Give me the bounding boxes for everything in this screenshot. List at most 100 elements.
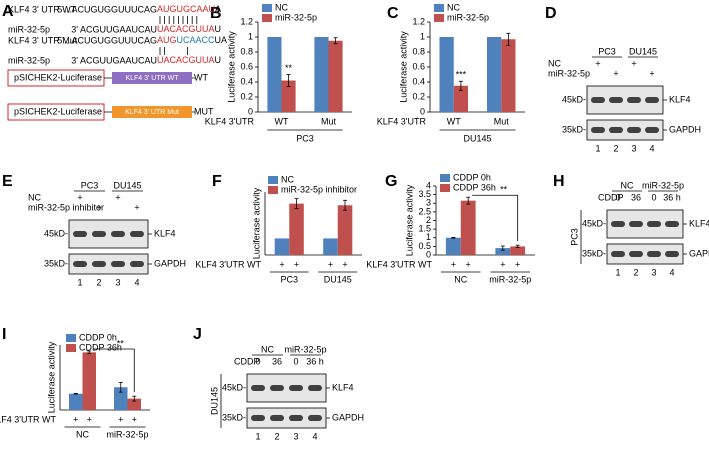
- band: [251, 415, 265, 421]
- y-tick-label: 1.2: [412, 16, 425, 26]
- y-tick-label: 0.2: [240, 91, 253, 101]
- x-tick-label: NC: [76, 429, 89, 439]
- sequence-tail: AUGUGCAAUA: [157, 4, 221, 14]
- band: [629, 251, 643, 257]
- lane-number: 1: [595, 143, 600, 153]
- side-label: DU145: [209, 387, 219, 415]
- lane-number: 3: [115, 277, 120, 287]
- legend-swatch: [434, 4, 444, 12]
- y-tick-label: 0: [426, 249, 431, 259]
- row-mark: +: [500, 259, 505, 269]
- group-label: PC3: [296, 133, 314, 143]
- bar: [314, 37, 329, 112]
- x-tick-label: Mut: [494, 116, 510, 126]
- panel-label: J: [193, 326, 202, 343]
- panel-label: B: [210, 5, 222, 22]
- group-label: DU145: [629, 46, 657, 56]
- x-tick-label: PC3: [280, 274, 298, 284]
- condition-label: miR-32-5p: [548, 68, 590, 78]
- sequence-segment: 5'...ACUGUGGUUUCAG: [57, 35, 157, 45]
- sequence-segment: AUGUGCAAU: [157, 4, 215, 14]
- band: [609, 127, 623, 133]
- band: [627, 97, 641, 103]
- bar: [274, 238, 290, 255]
- panel-label: A: [2, 3, 14, 20]
- sequence-segment: U: [215, 24, 222, 34]
- y-tick-label: 0.6: [240, 61, 253, 71]
- lane-number: 1: [77, 277, 82, 287]
- row-mark: +: [118, 414, 123, 424]
- condition-label: NC: [28, 192, 41, 202]
- sequence-tail: UACACGUUAU: [157, 55, 221, 65]
- legend-swatch: [440, 184, 450, 192]
- bar: [114, 387, 128, 410]
- row-mark: +: [515, 259, 520, 269]
- size-marker: 45kD-: [222, 382, 246, 392]
- band: [609, 97, 623, 103]
- x-tick-label: miR-32-5p: [106, 429, 148, 439]
- band: [308, 385, 322, 391]
- sequence-label: KLF4 3' UTR Mut: [8, 35, 78, 45]
- band-label: KLF4: [154, 228, 176, 238]
- y-tick-label: 1: [248, 31, 253, 41]
- bracket-label: **: [500, 185, 508, 195]
- condition-mark: 36 h: [306, 356, 324, 366]
- y-tick-label: 0.8: [412, 46, 425, 56]
- size-marker: 45kD-: [44, 228, 68, 238]
- band: [270, 385, 284, 391]
- panel-label: E: [2, 173, 13, 190]
- band: [73, 231, 87, 237]
- row-label: KLF4 3'UTR: [205, 116, 255, 126]
- bar: [127, 398, 141, 410]
- insert-label: KLF4 3' UTR WT: [125, 75, 179, 82]
- sequence-segment: UACACGUUA: [157, 55, 215, 65]
- bracket-label: **: [117, 338, 125, 348]
- band: [645, 97, 659, 103]
- band: [611, 251, 625, 257]
- condition-mark: +: [649, 68, 654, 78]
- bar: [281, 80, 296, 112]
- band: [629, 221, 643, 227]
- lane-number: 4: [312, 431, 317, 441]
- panel-label: H: [553, 173, 565, 190]
- band: [665, 251, 679, 257]
- legend-swatch: [66, 344, 76, 352]
- legend-label: CDDP 0h: [453, 172, 491, 182]
- band: [289, 385, 303, 391]
- legend-swatch: [268, 186, 278, 194]
- sequence-segment: 5'...ACUGUGGUUUCAG: [57, 4, 157, 14]
- condition-mark: 0: [615, 192, 620, 202]
- x-tick-label: DU145: [324, 274, 352, 284]
- sequence-segment: UCAACC: [177, 35, 216, 45]
- bar: [495, 248, 511, 255]
- group-label: DU145: [113, 180, 141, 190]
- condition-label: CDDP: [234, 356, 260, 366]
- band: [270, 415, 284, 421]
- lane-number: 1: [255, 431, 260, 441]
- row-label: KLF4 3'UTR: [377, 116, 427, 126]
- y-tick-label: 2: [426, 215, 431, 225]
- sequence-segment: UACACGUUA: [157, 24, 215, 34]
- row-mark: +: [87, 414, 92, 424]
- legend-swatch: [262, 14, 272, 22]
- y-axis-label: Luciferase activity: [398, 31, 408, 103]
- legend-label: NC: [447, 2, 460, 12]
- sequence-segment: AUG: [157, 35, 177, 45]
- panel-label: G: [385, 173, 397, 190]
- condition-label: NC: [548, 58, 561, 68]
- lane-number: 1: [615, 267, 620, 277]
- sequence-segment: A: [215, 4, 221, 14]
- condition-mark: 0: [293, 356, 298, 366]
- legend-label: CDDP 36h: [79, 342, 122, 352]
- panel-label: D: [545, 5, 557, 22]
- vector-label: pSICHEK2-Luciferase: [14, 72, 102, 82]
- panel-label: I: [2, 326, 6, 343]
- legend-label: NC: [275, 2, 288, 12]
- lane-number: 2: [96, 277, 101, 287]
- row-mark: +: [451, 259, 456, 269]
- condition-mark: +: [115, 192, 120, 202]
- legend-swatch: [66, 334, 76, 342]
- condition-mark: +: [613, 68, 618, 78]
- sequence-tail: AUGUCAACCUA: [157, 35, 227, 45]
- bar: [323, 238, 338, 255]
